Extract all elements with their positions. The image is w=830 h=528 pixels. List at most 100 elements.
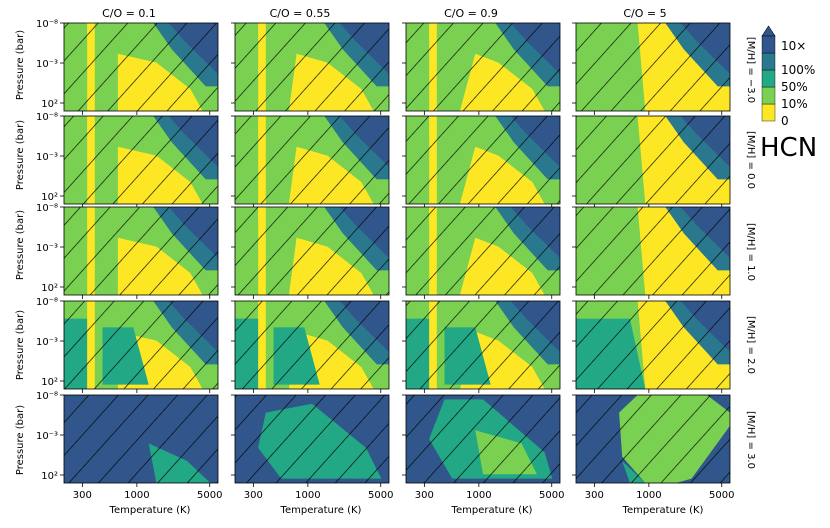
hatch-overlay [235,116,389,204]
panel-r5-c3: 300 1000 5000 [402,394,564,501]
y-tick-label: 10⁻⁸ [36,391,58,402]
x-tick-label: 300 [73,490,92,501]
hatch-overlay [406,395,560,483]
x-axis-label-1: Temperature (K) [109,505,191,516]
y-tick-label: 10⁻⁸ [36,19,58,30]
colorbar-swatch [761,35,776,54]
panel-r1-c4 [572,22,731,115]
column-title-4: C/O = 5 [623,7,666,20]
row-label-3: [M/H] = 1.0 [745,223,756,281]
x-tick-label: 1000 [295,490,320,501]
panel-r4-c2 [231,300,390,393]
hatch-overlay [64,23,218,111]
x-tick-label: 5000 [368,490,393,501]
y-tick-label: 10² [41,283,58,294]
panel-r1-c2 [231,22,390,115]
hatch-overlay [576,23,730,111]
y-tick-label: 10⁻³ [36,59,58,70]
x-axis-label-3: Temperature (K) [451,505,533,516]
panel-r3-c4 [572,206,731,299]
x-tick-label: 300 [585,490,604,501]
colorbar-label: 0 [781,114,789,128]
y-tick-label: 10⁻³ [36,337,58,348]
y-tick-label: 10⁻⁸ [36,112,58,123]
panel-frame [234,394,390,484]
colorbar: 0 10% 50% 100% 10× [761,25,815,128]
hatch-overlay [64,301,218,389]
colorbar-extend-arrow [761,25,776,37]
panel-frame [234,300,390,390]
y-tick-label: 10² [41,99,58,110]
colorbar-label: 10× [781,39,806,53]
row-label-4: [M/H] = 2.0 [745,316,756,374]
x-tick-label: 1000 [466,490,491,501]
y-tick-label: 10² [41,377,58,388]
colorbar-swatch [761,52,776,71]
y-tick-label: 10² [41,192,58,203]
panel-frame [63,206,219,296]
panel-frame [63,22,219,112]
x-tick-label: 5000 [709,490,734,501]
colorbar-label: 100% [781,63,815,77]
y-tick-label: 10⁻³ [36,431,58,442]
panel-r2-c1: 10⁻⁸ 10⁻³ 10² [36,112,219,208]
panel-frame [63,300,219,390]
panel-r2-c2 [231,115,390,208]
x-tick-label: 300 [415,490,434,501]
column-title-3: C/O = 0.9 [444,7,498,20]
panel-r1-c3 [402,22,561,115]
panel-frame [575,300,731,390]
row-label-5: [M/H] = 3.0 [745,411,756,469]
panel-r4-c1: 10⁻⁸ 10⁻³ 10² [36,297,219,393]
panel-r2-c3 [402,115,561,208]
x-tick-label: 5000 [539,490,564,501]
panel-frame [405,22,561,112]
y-tick-label: 10⁻⁸ [36,203,58,214]
colorbar-swatch [761,69,776,88]
hatch-overlay [235,395,389,483]
hatch-overlay [235,23,389,111]
hatch-overlay [576,395,730,483]
panel-frame [63,115,219,205]
panel-frame [575,206,731,296]
hatch-overlay [64,395,218,483]
panel-r5-c2: 300 1000 5000 [231,394,393,501]
x-tick-label: 1000 [636,490,661,501]
colorbar-swatch [761,86,776,105]
y-axis-label-5: Pressure (bar) [15,405,26,475]
panel-frame [405,206,561,296]
hatch-overlay [406,23,560,111]
hatch-overlay [406,116,560,204]
y-tick-label: 10⁻³ [36,152,58,163]
x-tick-label: 1000 [124,490,149,501]
hatch-overlay [235,301,389,389]
column-title-2: C/O = 0.55 [270,7,331,20]
x-tick-label: 300 [244,490,263,501]
column-title-1: C/O = 0.1 [102,7,156,20]
x-axis-label-4: Temperature (K) [622,505,704,516]
panel-r4-c3 [402,300,561,393]
x-axis-label-2: Temperature (K) [280,505,362,516]
y-axis-label-1: Pressure (bar) [15,30,26,100]
species-title: HCN [760,133,817,163]
y-axis-label-3: Pressure (bar) [15,210,26,280]
hatch-overlay [64,207,218,295]
panel-frame [234,115,390,205]
hatch-overlay [576,116,730,204]
panel-frame [405,115,561,205]
panel-frame [575,394,731,484]
row-label-1: [M/H] = −3.0 [745,37,756,103]
x-tick-label: 5000 [197,490,222,501]
panel-frame [234,206,390,296]
colorbar-label: 50% [781,80,808,94]
hatch-overlay [64,116,218,204]
panel-frame [63,394,219,484]
panel-frame [575,22,731,112]
panel-r4-c4 [572,300,731,393]
y-tick-label: 10⁻³ [36,243,58,254]
hatch-overlay [576,207,730,295]
hatch-overlay [235,207,389,295]
colorbar-label: 10% [781,97,808,111]
panel-r2-c4 [572,115,731,208]
